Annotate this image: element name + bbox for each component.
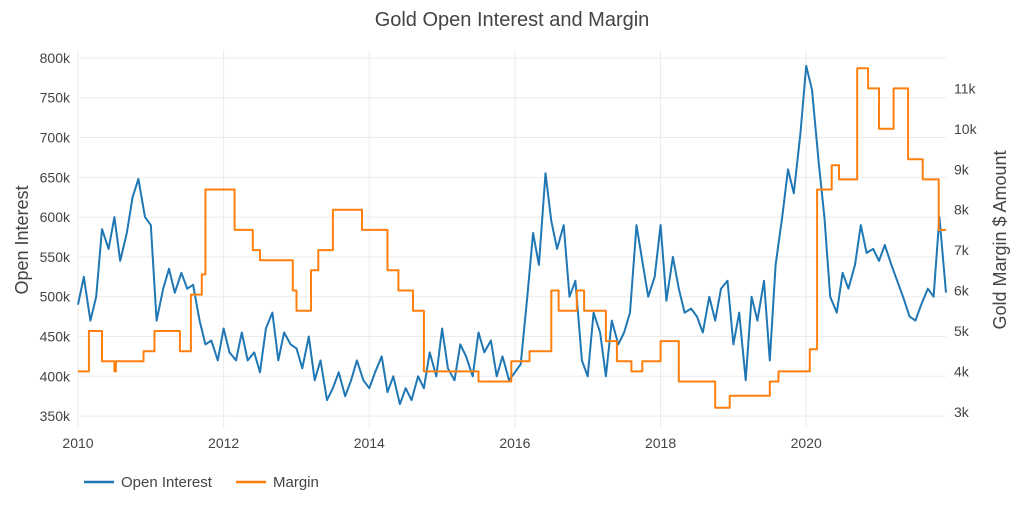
legend: Open Interest Margin — [84, 474, 319, 491]
legend-item-margin[interactable]: Margin — [236, 474, 319, 491]
y-tick-label: 500k — [40, 289, 71, 305]
y-tick-label: 650k — [40, 169, 71, 185]
series-line-margin — [78, 67, 946, 409]
y2-tick-label: 8k — [954, 202, 970, 218]
y-tick-label: 600k — [40, 209, 71, 225]
y2-tick-label: 5k — [954, 323, 970, 339]
y-tick-label: 700k — [40, 130, 71, 146]
legend-item-open-interest[interactable]: Open Interest — [84, 474, 213, 491]
legend-label-open-interest: Open Interest — [121, 474, 213, 491]
chart-title: Gold Open Interest and Margin — [375, 9, 650, 31]
y2-tick-label: 9k — [954, 161, 970, 177]
x-tick-label: 2016 — [499, 435, 530, 451]
y2-axis-title: Gold Margin $ Amount — [990, 150, 1010, 329]
y-tick-label: 350k — [40, 408, 71, 424]
y-axis-title: Open Interest — [12, 185, 32, 294]
y-tick-label: 800k — [40, 50, 71, 66]
x-tick-label: 2018 — [645, 435, 676, 451]
series-line-open-interest — [77, 64, 947, 406]
x-tick-label: 2010 — [62, 435, 93, 451]
series-lines — [77, 64, 947, 409]
y2-tick-label: 4k — [954, 363, 970, 379]
y2-tick-label: 6k — [954, 283, 970, 299]
x-tick-label: 2014 — [354, 435, 385, 451]
axes: 350k 400k 450k 500k 550k 600k 650k 700k 750k 800k… — [40, 50, 978, 451]
x-tick-label: 2020 — [791, 435, 822, 451]
y2-tick-label: 10k — [954, 121, 978, 137]
y-tick-label: 450k — [40, 328, 71, 344]
y2-tick-label: 7k — [954, 242, 970, 258]
legend-label-margin: Margin — [273, 474, 319, 491]
x-tick-label: 2012 — [208, 435, 239, 451]
y2-tick-label: 3k — [954, 404, 970, 420]
y-tick-label: 750k — [40, 90, 71, 106]
y-tick-label: 550k — [40, 249, 71, 265]
y-tick-label: 400k — [40, 368, 71, 384]
y2-tick-label: 11k — [954, 80, 977, 96]
